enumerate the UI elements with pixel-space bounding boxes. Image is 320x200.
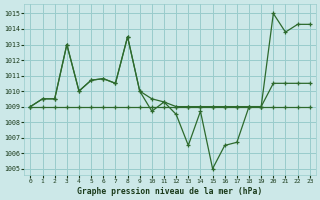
X-axis label: Graphe pression niveau de la mer (hPa): Graphe pression niveau de la mer (hPa) (77, 187, 263, 196)
